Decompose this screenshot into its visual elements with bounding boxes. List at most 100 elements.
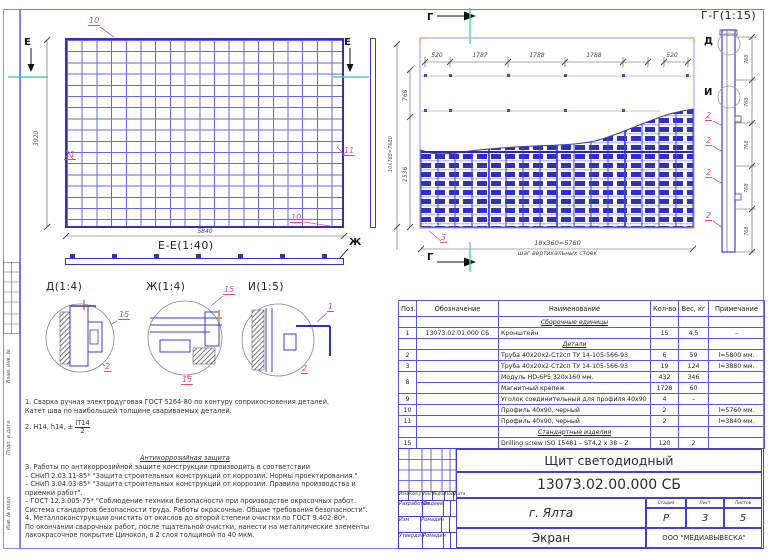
col-pos: Поз. bbox=[398, 300, 417, 317]
rv-dim-bottom-note: шаг вертикальных стоек bbox=[517, 250, 598, 257]
note-3d: – ГОСТ 12.3.005-75* "Соблюдение техники … bbox=[25, 497, 357, 505]
stage-header: Стадия bbox=[646, 498, 686, 508]
sheets-header: Листов bbox=[724, 498, 762, 508]
section-marker-g-top: Г bbox=[427, 12, 434, 23]
spec-row: 3 Труба 40х20х2-Ст2сп ТУ 14-105-566-93 19… bbox=[398, 360, 765, 372]
company-name: ООО "МЕДИАВЫВЕСКА" bbox=[646, 528, 762, 548]
note-1b: Катет шва по наибольшей толщине сваривае… bbox=[25, 406, 232, 415]
sheet-value: 3 bbox=[686, 508, 724, 528]
spec-row: 8 Модуль HD-6P5 320х160 мм. 432 346 bbox=[398, 371, 765, 394]
detail-d-leader-15: 15 bbox=[118, 310, 131, 320]
sign-row-approved: Утвердил Ромадин bbox=[399, 533, 456, 548]
leader-mesh-left: 11 bbox=[64, 150, 77, 160]
detail-d-label: Д(1:4) bbox=[46, 281, 83, 293]
note-2-fraction: IT14 2 bbox=[75, 419, 90, 435]
hdr-data: Дата bbox=[453, 492, 466, 497]
note-heading: Антикоррозийная защита bbox=[140, 454, 230, 462]
hdr-koluch: Кол.уч bbox=[409, 492, 424, 500]
left-margin-grid bbox=[3, 262, 20, 334]
note-1: 1. Сварка ручная электродуговая ГОСТ 526… bbox=[25, 398, 329, 406]
detail-zh-leader-15b: 15 bbox=[181, 375, 194, 385]
sheets-value: 5 bbox=[724, 508, 762, 528]
section-ee-bar bbox=[65, 258, 344, 265]
document-number: 13073.02.00.000 СБ bbox=[456, 472, 762, 498]
rv-dim-520-right: 520 bbox=[666, 52, 678, 59]
rv-dim-1787: 1787 bbox=[472, 52, 488, 59]
callout-zh: Ж bbox=[349, 237, 362, 248]
col-code: Обозначение bbox=[416, 300, 499, 317]
col-note: Примечание bbox=[708, 300, 765, 317]
dim-front-width: 5840 bbox=[197, 228, 213, 235]
note-3: 3. Работы по антикоррозийной защите конс… bbox=[25, 463, 310, 471]
col-name: Наименование bbox=[498, 300, 651, 317]
rv-dim-1788a: 1788 bbox=[529, 52, 545, 59]
sign-name: Ромадин bbox=[421, 517, 444, 532]
sign-row-izm: Изм Ромадин bbox=[399, 517, 456, 533]
gg-leader-2d: 2 bbox=[705, 211, 713, 221]
hdr-ndok: №док bbox=[433, 492, 446, 500]
spec-row: 1 13073.02.01.000 СБ Кронштейн 15 4,5– bbox=[398, 327, 765, 339]
detail-zh-drawing bbox=[147, 300, 223, 376]
hdr-podp: Подп bbox=[445, 492, 457, 500]
sign-row-developer: Разработал Фадеев bbox=[399, 501, 456, 517]
section-gg-bar bbox=[717, 29, 742, 253]
leader-mesh-right: 11 bbox=[343, 146, 356, 156]
rv-dim-520-left: 520 bbox=[431, 52, 443, 59]
section-gg-label: Г-Г(1:15) bbox=[701, 9, 757, 22]
leader-frame-top: 10 bbox=[88, 16, 101, 26]
col-weight: Вес, кг bbox=[678, 300, 709, 317]
drawing-title: Щит светодиодный bbox=[456, 449, 762, 472]
spec-section-row: Стандартные изделия bbox=[398, 426, 765, 438]
hdr-izm: Изм bbox=[399, 492, 409, 500]
spec-header-row: Поз. Обозначение Наименование Кол-во Вес… bbox=[398, 300, 765, 317]
detail-zh-leader-15a: 15 bbox=[223, 285, 236, 295]
ee-bar-posts bbox=[70, 254, 340, 258]
specification-table: Поз. Обозначение Наименование Кол-во Вес… bbox=[398, 300, 765, 449]
detail-i-leader-1: 1 bbox=[327, 302, 335, 312]
spec-row: 15 Drilling screw ISO 15481 – ST4,2 х 38… bbox=[398, 437, 765, 449]
gg-leader-2a: 2 bbox=[705, 111, 713, 121]
front-view-grid bbox=[65, 38, 344, 228]
drawing-frame bbox=[20, 9, 764, 549]
detail-zh-label: Ж(1:4) bbox=[146, 281, 186, 293]
note-2-prefix: 2. Н14, h14, ± bbox=[25, 423, 74, 432]
rv-dim-1788b: 1788 bbox=[586, 52, 602, 59]
sheet-header: Лист bbox=[686, 498, 724, 508]
note-3e: Система стандартов безопасности труда. Р… bbox=[25, 505, 368, 514]
spec-row: 11 Профиль 40х90, черный 2 l=3840 мм. bbox=[398, 415, 765, 427]
detail-i-leader-2: 2 bbox=[301, 364, 309, 374]
hdr-list: Лист bbox=[423, 492, 434, 500]
changelog-grid bbox=[399, 449, 456, 491]
title-block: Изм Кол.уч Лист №док Подп Дата Разработа… bbox=[398, 448, 764, 549]
note-3c: приемки работ". bbox=[25, 488, 83, 497]
rv-dim-bottom: 18х360=5760 bbox=[534, 239, 581, 247]
spec-section-row: Детали bbox=[398, 338, 765, 350]
detail-d-leader-2: 2 bbox=[104, 362, 112, 372]
section-marker-e-left: E bbox=[24, 37, 31, 48]
gg-detail-i: И bbox=[704, 87, 713, 98]
sign-role: Утвердил bbox=[399, 533, 424, 548]
section-ee-label: E-E(1:40) bbox=[158, 239, 214, 252]
cutting-plane-tick bbox=[8, 8, 471, 272]
sign-role: Разработал bbox=[399, 501, 429, 516]
section-marker-e-right: E bbox=[344, 37, 351, 48]
city-label: г. Ялта bbox=[456, 498, 646, 528]
note-4: 4. Металлоконструкции очистить от окисло… bbox=[25, 514, 348, 522]
spec-section-row: Сборочные единицы bbox=[398, 316, 765, 328]
detail-i-drawing bbox=[241, 303, 331, 377]
object-name: Экран bbox=[456, 528, 646, 548]
spec-row: 2 Труба 40х20х2-Ст2сп ТУ 14-105-566-93 6 … bbox=[398, 349, 765, 361]
note-2: 2. Н14, h14, ± IT14 2 bbox=[25, 420, 90, 434]
spec-row: 9 Уголок соединительный для профиля 40х9… bbox=[398, 393, 765, 405]
changelog-header-row: Изм Кол.уч Лист №док Подп Дата bbox=[399, 491, 465, 501]
gg-detail-d: Д bbox=[704, 36, 713, 47]
front-view-side-bar bbox=[370, 38, 376, 228]
note-3a: – СНиП 2.03.11-85* "Защита строительных … bbox=[25, 471, 358, 480]
rv-leader-3: 3 bbox=[440, 233, 448, 243]
gg-leader-2c: 2 bbox=[705, 168, 713, 178]
detail-i-label: И(1:5) bbox=[248, 281, 284, 293]
sign-name: Ромадин bbox=[423, 533, 446, 548]
section-marker-g-bottom: Г bbox=[427, 252, 434, 263]
